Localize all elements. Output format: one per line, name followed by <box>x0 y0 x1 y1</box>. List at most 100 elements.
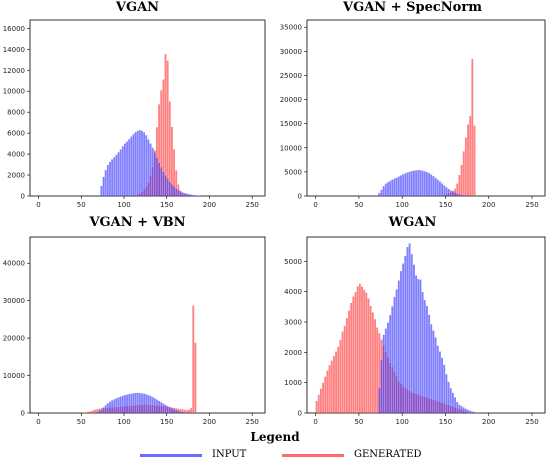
histogram-bar-generated <box>85 412 88 413</box>
histogram-bar-input <box>400 271 402 384</box>
histogram-bar-overlap <box>415 393 418 413</box>
histogram-bar-overlap <box>158 162 161 196</box>
histogram-bar-overlap <box>183 194 186 196</box>
histogram-bar-input <box>436 345 439 402</box>
histogram-bar-overlap <box>423 396 426 413</box>
histogram-bar-generated <box>179 409 182 412</box>
histogram-bar-generated <box>171 407 173 409</box>
histogram-bar-input <box>438 181 441 196</box>
histogram-bar-input <box>126 141 128 196</box>
histogram-bar-input <box>134 392 137 406</box>
histogram-bar-overlap <box>408 391 411 413</box>
histogram-bar-input <box>426 306 428 398</box>
y-tick-label: 14000 <box>3 46 25 54</box>
histogram-bar-input <box>109 161 111 196</box>
x-tick-label: 150 <box>439 201 452 209</box>
histogram-bar-input <box>147 139 150 183</box>
histogram-bar-input <box>441 183 444 196</box>
histogram-bar-input <box>397 280 400 381</box>
y-tick-label: 5000 <box>284 168 302 176</box>
histogram-bar-input <box>406 247 409 390</box>
chart-title: VGAN + VBN <box>89 215 186 230</box>
histogram-bar-input <box>434 177 437 196</box>
histogram-bar-input <box>143 393 146 405</box>
x-tick-label: 150 <box>160 418 173 426</box>
histogram-bar-generated <box>175 408 178 411</box>
histogram-bar-overlap <box>171 184 173 196</box>
y-tick-label: 20000 <box>3 335 25 343</box>
histogram-bar-generated <box>341 331 344 413</box>
y-tick-label: 1000 <box>284 379 302 387</box>
histogram-bar-overlap <box>151 405 154 413</box>
histogram-bar-input <box>382 334 385 346</box>
histogram-bar-input <box>417 170 420 196</box>
histogram-bar-overlap <box>168 407 171 413</box>
histogram-bar-overlap <box>451 406 454 413</box>
histogram-bar-generated <box>462 151 465 196</box>
histogram-bar-input <box>467 409 469 413</box>
histogram-bar-input <box>111 159 114 196</box>
histogram-bar-overlap <box>413 392 415 413</box>
histogram-bar-overlap <box>115 406 118 413</box>
histogram-bar-overlap <box>177 410 180 413</box>
histogram-bar-generated <box>194 342 197 413</box>
histogram-bar-generated <box>467 124 469 196</box>
histogram-bar-generated <box>91 410 94 413</box>
histogram-bar-generated <box>326 370 329 413</box>
histogram-bar-input <box>408 171 411 196</box>
histogram-bar-overlap <box>458 408 461 413</box>
histogram-bar-overlap <box>445 404 448 413</box>
histogram-bar-generated <box>473 125 476 196</box>
histogram-bar-generated <box>337 346 340 413</box>
histogram-bar-generated <box>190 408 193 413</box>
histogram-bar-input <box>471 411 474 413</box>
histogram-bar-generated <box>367 298 370 413</box>
histogram-bar-input <box>141 130 143 192</box>
histogram-bar-overlap <box>462 195 465 196</box>
histogram-bar-overlap <box>438 402 441 413</box>
histogram-bar-input <box>119 149 122 196</box>
histogram-bar-overlap <box>141 404 143 413</box>
chart-panel-vgan-specnorm: VGAN + SpecNorm 0 50 100 150 200 250 0 5000 1000… <box>275 0 550 215</box>
histogram-bar-overlap <box>162 171 165 196</box>
histogram-bar-input <box>104 170 107 196</box>
histogram-bar-overlap <box>185 412 188 413</box>
histogram-bar-overlap <box>393 371 396 413</box>
histogram-bar-overlap <box>445 194 448 196</box>
histogram-bar-generated <box>324 376 327 413</box>
histogram-bar-overlap <box>460 194 463 196</box>
histogram-bar-input <box>432 330 435 400</box>
histogram-bar-overlap <box>166 406 169 413</box>
histogram-plot: 0 50 100 150 200 250 0 2000 4000 6000 8000 10000 120… <box>3 19 266 209</box>
histogram-bar-input <box>130 393 133 406</box>
histogram-bar-generated <box>156 127 158 158</box>
histogram-bar-input <box>473 412 476 413</box>
histogram-bar-input <box>430 174 433 196</box>
histogram-bar-input <box>160 402 163 406</box>
histogram-bar-overlap <box>138 193 141 196</box>
histogram-bar-input <box>423 300 426 397</box>
histogram-bar-generated <box>464 137 467 196</box>
histogram-bar-input <box>428 314 431 399</box>
histogram-bar-generated <box>173 149 175 187</box>
histogram-bar-overlap <box>406 389 409 413</box>
histogram-bar-input <box>183 193 186 195</box>
histogram-bar-input <box>151 147 154 167</box>
histogram-bar-input <box>397 176 400 196</box>
histogram-bar-overlap <box>181 411 184 413</box>
histogram-bar-overlap <box>464 411 467 413</box>
histogram-bar-overlap <box>109 407 111 413</box>
histogram-bar-generated <box>358 283 361 413</box>
histogram-bar-input <box>115 398 118 407</box>
histogram-bar-overlap <box>179 411 182 413</box>
x-tick-label: 250 <box>245 418 258 426</box>
histogram-bar-input <box>113 399 116 408</box>
histogram-bar-input <box>138 130 141 194</box>
histogram-bar-input <box>460 406 463 410</box>
histogram-bar-generated <box>371 312 374 413</box>
histogram-bar-input <box>162 403 165 407</box>
histogram-bar-overlap <box>443 403 446 413</box>
y-tick-label: 8000 <box>7 109 25 117</box>
histogram-bar-input <box>113 157 116 196</box>
histogram-bar-generated <box>380 339 383 361</box>
